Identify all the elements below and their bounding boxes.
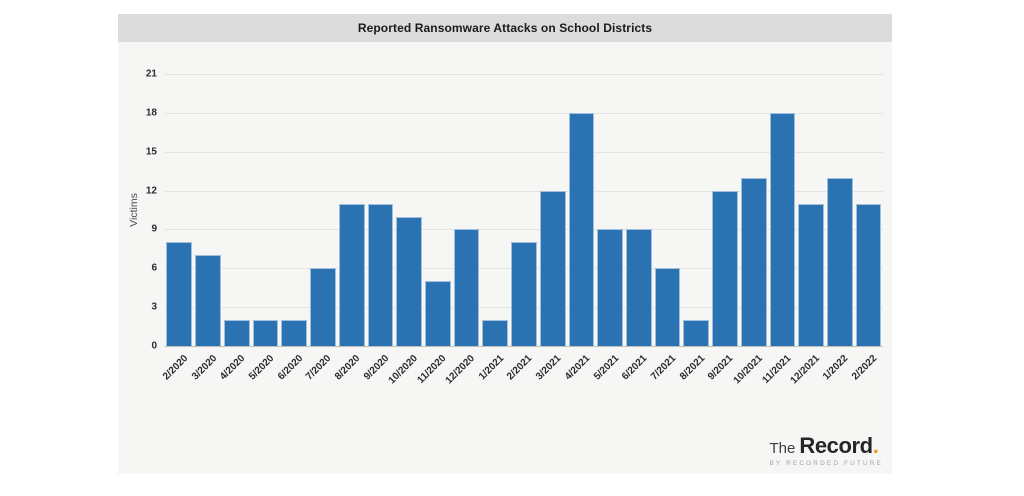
x-tick-label-6-2021: 6/2021 — [620, 353, 650, 383]
y-tick-label-12: 12 — [145, 185, 157, 197]
bar-2-2020 — [166, 242, 193, 346]
gridline-15 — [165, 151, 883, 153]
bar-9-2021 — [712, 190, 738, 346]
gridline-12 — [165, 190, 883, 192]
x-tick-label-4-2020: 4/2020 — [218, 353, 248, 383]
x-tick-label-5-2021: 5/2021 — [591, 353, 621, 383]
bar-3-2021 — [539, 190, 566, 346]
record-logo-wordmark: The Record. — [769, 433, 883, 459]
x-tick-label-8-2020: 8/2020 — [333, 353, 363, 383]
chart-title: Reported Ransomware Attacks on School Di… — [357, 21, 653, 35]
bar-12-2021 — [798, 203, 825, 346]
bar-11-2020 — [424, 281, 451, 346]
bar-12-2020 — [453, 229, 480, 346]
x-axis-line — [165, 346, 883, 347]
bar-2-2021 — [511, 242, 537, 346]
bar-5-2020 — [252, 320, 279, 346]
x-tick-label-1-2022: 1/2022 — [821, 353, 851, 383]
bar-10-2020 — [396, 216, 422, 346]
bar-1-2022 — [827, 177, 853, 346]
x-tick-label-4-2021: 4/2021 — [562, 353, 593, 383]
bar-6-2021 — [626, 229, 652, 346]
logo-dot: . — [872, 433, 879, 458]
gridline-21 — [165, 74, 883, 75]
x-tick-label-2-2022: 2/2022 — [849, 353, 880, 383]
bar-6-2020 — [281, 320, 308, 346]
bar-11-2021 — [769, 112, 796, 346]
y-tick-label-0: 0 — [151, 340, 157, 352]
x-tick-label-7-2021: 7/2021 — [648, 353, 679, 383]
x-tick-label-10-2020: 10/2020 — [386, 353, 420, 387]
x-tick-label-8-2021: 8/2021 — [677, 353, 708, 383]
y-tick-label-3: 3 — [151, 301, 157, 313]
gridline-9 — [165, 229, 883, 231]
x-tick-label-11-2020: 11/2020 — [415, 353, 449, 386]
bar-10-2021 — [740, 177, 767, 346]
x-tick-label-1-2021: 1/2021 — [476, 353, 507, 383]
x-tick-label-5-2020: 5/2020 — [246, 353, 277, 383]
y-tick-label-15: 15 — [145, 146, 157, 158]
x-tick-label-12-2020: 12/2020 — [444, 353, 478, 387]
x-tick-label-3-2020: 3/2020 — [189, 353, 219, 383]
chart-card: Reported Ransomware Attacks on School Di… — [118, 14, 892, 474]
y-axis-title: Victims — [128, 193, 140, 227]
bar-1-2021 — [482, 320, 509, 346]
x-tick-label-7-2020: 7/2020 — [304, 353, 334, 383]
record-logo: The Record. BY RECORDED FUTURE — [769, 433, 883, 467]
bar-8-2021 — [683, 320, 710, 346]
plot-area: 0 3 6 9 12 15 18 21 2/2020 3/2020 4/2020 5/2020 6/20… — [146, 69, 883, 386]
y-tick-label-21: 21 — [145, 68, 157, 80]
logo-tagline: BY RECORDED FUTURE — [769, 460, 883, 467]
gridline-18 — [165, 112, 883, 114]
bar-8-2020 — [338, 203, 365, 346]
logo-record: Record — [799, 433, 873, 458]
y-tick-label-18: 18 — [145, 107, 157, 119]
bar-2-2022 — [855, 203, 882, 346]
x-tick-label-2-2021: 2/2021 — [505, 353, 535, 383]
x-tick-label-10-2021: 10/2021 — [731, 353, 765, 387]
y-tick-label-9: 9 — [151, 223, 157, 235]
x-tick-label-2-2020: 2/2020 — [160, 353, 191, 383]
logo-the: The — [769, 440, 796, 457]
bar-4-2021 — [568, 112, 595, 346]
chart-title-bar: Reported Ransomware Attacks on School Di… — [118, 14, 892, 42]
bar-7-2020 — [310, 268, 336, 346]
bar-5-2021 — [597, 229, 623, 346]
bar-7-2021 — [654, 268, 681, 346]
x-tick-label-12-2021: 12/2021 — [788, 353, 822, 387]
x-tick-label-11-2021: 11/2021 — [760, 353, 794, 386]
x-tick-label-6-2020: 6/2020 — [275, 353, 305, 383]
y-tick-label-6: 6 — [151, 262, 157, 274]
bar-4-2020 — [223, 320, 250, 346]
bar-3-2020 — [195, 255, 221, 346]
x-tick-label-3-2021: 3/2021 — [534, 353, 564, 383]
bar-9-2020 — [367, 203, 394, 346]
